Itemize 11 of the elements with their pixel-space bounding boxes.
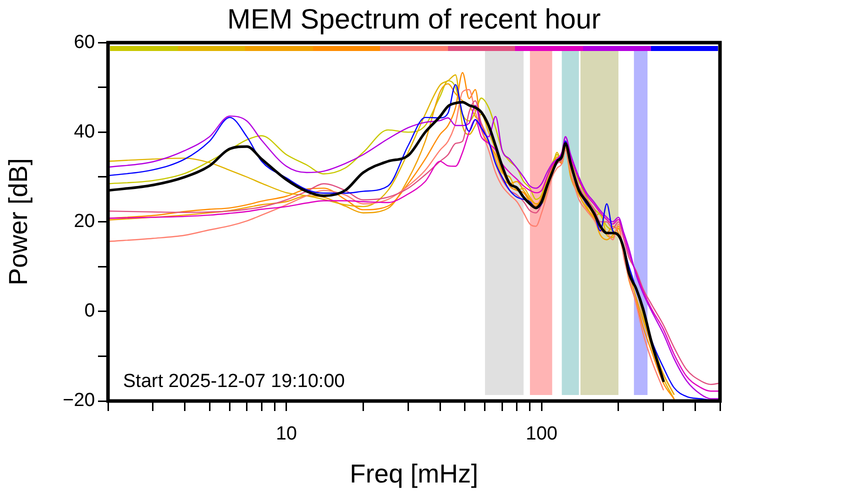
y-axis-title: Power [dB] <box>2 158 33 286</box>
annotation: Start 2025-12-07 19:10:00 <box>123 371 345 392</box>
y-tick-label: 40 <box>74 121 95 142</box>
chart-title: MEM Spectrum of recent hour <box>227 4 601 35</box>
y-tick-label: 0 <box>84 300 95 322</box>
y-tick-label: −20 <box>62 390 95 412</box>
x-axis-title: Freq [mHz] <box>350 458 478 489</box>
y-tick-label: 60 <box>74 32 95 53</box>
x-tick-label: 100 <box>526 424 558 445</box>
y-tick-label: 20 <box>74 211 95 232</box>
x-tick-label: 10 <box>276 424 297 445</box>
